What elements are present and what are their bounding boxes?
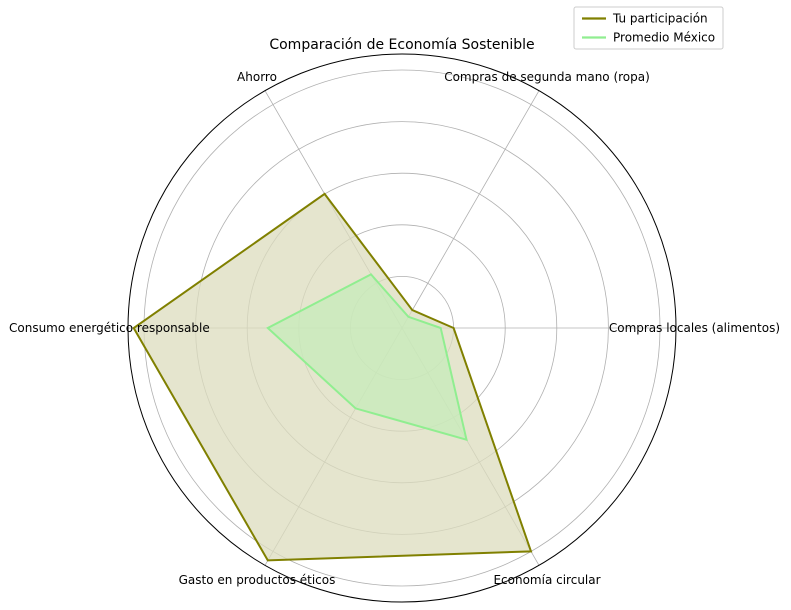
series-fill-1 <box>267 274 467 440</box>
category-label: Consumo energético responsable <box>9 321 210 335</box>
series-area <box>132 192 533 562</box>
legend-box <box>573 6 724 50</box>
category-label: Compras locales (alimentos) <box>609 321 780 335</box>
chart-title: Comparación de Economía Sostenible <box>269 37 534 53</box>
legend-label-tu-participacion: Tu participación <box>612 12 708 26</box>
grid-spoke <box>401 90 540 329</box>
polar-frame <box>127 53 677 603</box>
legend: Tu participación Promedio México <box>573 6 724 50</box>
series-line-0 <box>132 192 533 562</box>
category-label: Economía circular <box>493 573 600 587</box>
legend-label-promedio-mexico: Promedio México <box>613 31 715 45</box>
category-label: Ahorro <box>237 70 277 84</box>
category-label: Gasto en productos éticos <box>179 573 336 587</box>
category-labels: Compras locales (alimentos) Compras de se… <box>9 70 780 587</box>
category-label: Compras de segunda mano (ropa) <box>444 70 650 84</box>
series-line-1 <box>266 273 468 442</box>
